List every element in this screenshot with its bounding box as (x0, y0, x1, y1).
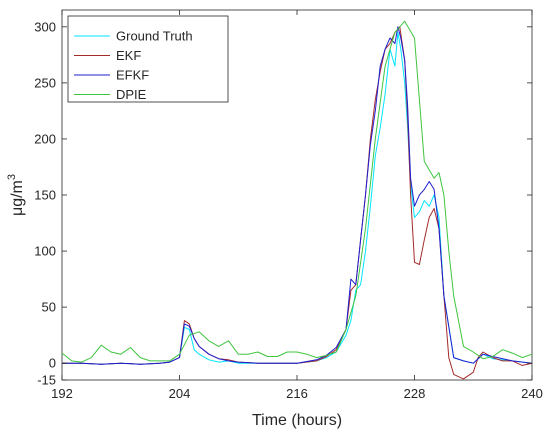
series-line-dpie (61, 20, 533, 363)
series-line-efkf (62, 26, 533, 365)
x-axis-label: Time (hours) (252, 412, 342, 429)
y-tick-label: 300 (34, 19, 56, 34)
y-tick-label: -15 (37, 373, 56, 388)
y-axis-label: μg/m3 (6, 174, 26, 216)
x-tick-label: 192 (51, 386, 73, 401)
y-tick-label: 0 (49, 356, 56, 371)
legend-label: EKF (116, 48, 141, 63)
x-tick-label: 228 (404, 386, 426, 401)
series-layer (61, 20, 533, 380)
y-axis-label-superscript: 3 (6, 174, 18, 180)
y-axis-label-unit: μg/m (9, 180, 26, 216)
legend-label: DPIE (116, 87, 147, 102)
x-tick-label: 204 (169, 386, 191, 401)
y-tick-label: 250 (34, 75, 56, 90)
series-line-ekf (62, 26, 533, 380)
x-axis-ticks: 192 204 216 228 240 (51, 10, 543, 401)
y-tick-label: 100 (34, 244, 56, 259)
y-tick-label: 50 (42, 300, 56, 315)
legend-box (67, 15, 229, 103)
y-tick-label: 150 (34, 188, 56, 203)
y-axis-ticks: -15 0 50 100 150 200 250 300 (34, 19, 532, 388)
y-tick-label: 200 (34, 131, 56, 146)
legend: Ground Truth EKF EFKF DPIE (67, 15, 229, 103)
legend-label: EFKF (116, 68, 149, 83)
legend-label: Ground Truth (116, 29, 193, 44)
x-tick-label: 240 (521, 386, 543, 401)
x-tick-label: 216 (286, 386, 308, 401)
